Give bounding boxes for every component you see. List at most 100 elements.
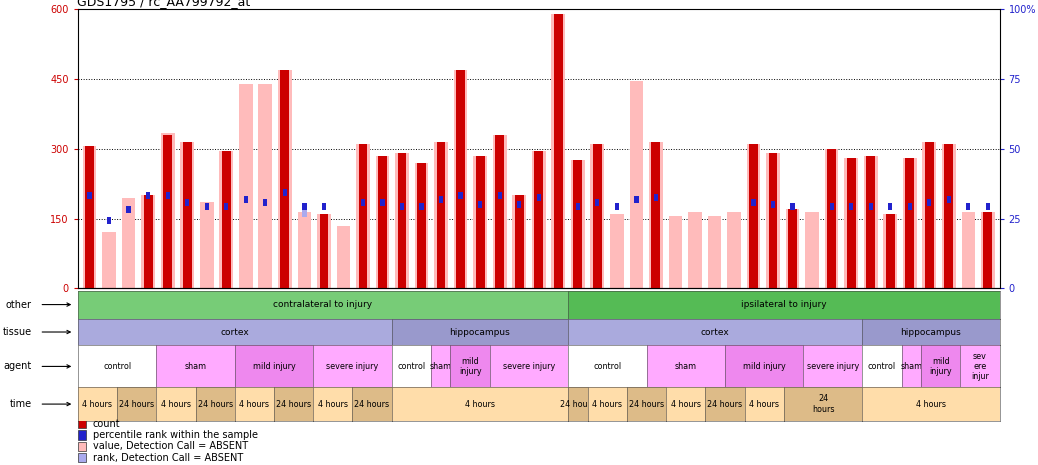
- Bar: [791, 204, 795, 211]
- Bar: [258, 84, 272, 288]
- Text: 4 hours: 4 hours: [465, 399, 495, 409]
- Bar: [825, 149, 839, 288]
- Text: sham: sham: [430, 362, 452, 371]
- Text: 4 hours: 4 hours: [916, 399, 946, 409]
- Bar: [143, 195, 153, 288]
- Bar: [829, 204, 834, 211]
- Bar: [903, 158, 917, 288]
- Bar: [417, 163, 426, 288]
- Bar: [752, 199, 756, 206]
- Bar: [595, 199, 600, 206]
- Text: mild injury: mild injury: [252, 362, 296, 371]
- Bar: [239, 84, 252, 288]
- Bar: [771, 201, 775, 208]
- Bar: [83, 146, 97, 288]
- Bar: [941, 144, 956, 288]
- Text: control: control: [868, 362, 896, 371]
- Text: agent: agent: [3, 361, 32, 372]
- Text: ipsilateral to injury: ipsilateral to injury: [741, 300, 826, 309]
- Bar: [769, 153, 777, 288]
- Bar: [302, 204, 306, 211]
- Bar: [473, 156, 487, 288]
- Bar: [185, 199, 189, 206]
- Text: 4 hours: 4 hours: [82, 399, 112, 409]
- Text: tissue: tissue: [3, 327, 32, 337]
- Text: cortex: cortex: [701, 327, 730, 337]
- Bar: [439, 197, 443, 204]
- Bar: [495, 135, 504, 288]
- Bar: [103, 232, 116, 288]
- Bar: [749, 144, 758, 288]
- Text: percentile rank within the sample: percentile rank within the sample: [92, 430, 257, 440]
- Text: hippocampus: hippocampus: [901, 327, 961, 337]
- Bar: [746, 144, 761, 288]
- Bar: [204, 204, 209, 211]
- Bar: [336, 226, 350, 288]
- Text: 24
hours: 24 hours: [812, 394, 835, 414]
- Bar: [224, 204, 228, 211]
- Bar: [728, 212, 741, 288]
- Bar: [400, 204, 404, 211]
- Text: sham: sham: [900, 362, 923, 371]
- Bar: [278, 70, 292, 288]
- Bar: [264, 199, 268, 206]
- Text: severe injury: severe injury: [807, 362, 859, 371]
- Bar: [161, 133, 174, 288]
- Bar: [966, 204, 971, 211]
- Bar: [652, 142, 660, 288]
- Bar: [576, 204, 580, 211]
- Text: GDS1795 / rc_AA799792_at: GDS1795 / rc_AA799792_at: [77, 0, 250, 8]
- Text: mild
injury: mild injury: [929, 357, 952, 376]
- Bar: [961, 212, 975, 288]
- Bar: [78, 431, 86, 440]
- Bar: [163, 135, 172, 288]
- Bar: [322, 204, 326, 211]
- Bar: [766, 153, 780, 288]
- Text: value, Detection Call = ABSENT: value, Detection Call = ABSENT: [92, 441, 248, 452]
- Bar: [610, 214, 624, 288]
- Text: other: other: [6, 299, 32, 310]
- Bar: [317, 214, 331, 288]
- Text: 4 hours: 4 hours: [318, 399, 348, 409]
- Bar: [945, 144, 953, 288]
- Bar: [380, 199, 385, 206]
- Text: 24 hours: 24 hours: [276, 399, 311, 409]
- Bar: [419, 204, 424, 211]
- Bar: [537, 194, 541, 201]
- Bar: [78, 419, 86, 428]
- Bar: [551, 14, 565, 288]
- Bar: [869, 204, 873, 211]
- Bar: [280, 70, 290, 288]
- Text: mild injury: mild injury: [743, 362, 786, 371]
- Bar: [925, 142, 934, 288]
- Bar: [535, 151, 543, 288]
- Bar: [905, 158, 914, 288]
- Text: severe injury: severe injury: [502, 362, 555, 371]
- Bar: [395, 153, 409, 288]
- Bar: [356, 144, 370, 288]
- Bar: [844, 158, 858, 288]
- Bar: [141, 195, 155, 288]
- Bar: [849, 204, 853, 211]
- Text: 4 hours: 4 hours: [161, 399, 191, 409]
- Bar: [320, 214, 328, 288]
- Bar: [244, 197, 248, 204]
- Bar: [183, 142, 192, 288]
- Bar: [454, 70, 467, 288]
- Bar: [78, 453, 86, 462]
- Bar: [497, 192, 501, 199]
- Bar: [376, 156, 389, 288]
- Bar: [181, 142, 194, 288]
- Bar: [634, 197, 638, 204]
- Text: 24 hours: 24 hours: [561, 399, 596, 409]
- Bar: [127, 206, 131, 213]
- Bar: [885, 214, 895, 288]
- Bar: [614, 204, 619, 211]
- Bar: [889, 204, 893, 211]
- Bar: [165, 192, 170, 199]
- Bar: [121, 198, 135, 288]
- Text: control: control: [103, 362, 131, 371]
- Bar: [222, 151, 230, 288]
- Bar: [947, 197, 951, 204]
- Bar: [591, 144, 604, 288]
